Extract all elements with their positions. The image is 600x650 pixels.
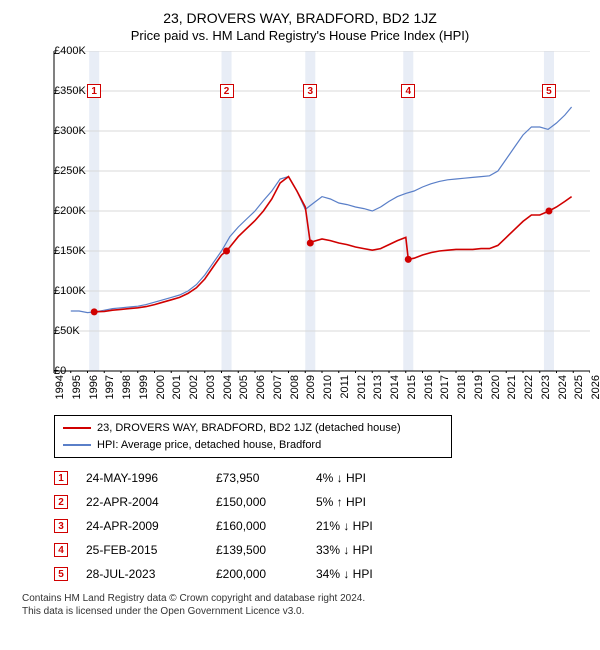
x-tick-label: 2011 bbox=[339, 375, 351, 399]
sales-row: 1 24-MAY-1996£73,9504% ↓ HPI bbox=[54, 466, 590, 490]
chart-marker-box: 5 bbox=[542, 84, 556, 98]
sales-delta: 21% ↓ HPI bbox=[316, 519, 426, 533]
legend-row: 23, DROVERS WAY, BRADFORD, BD2 1JZ (deta… bbox=[63, 420, 443, 437]
legend-row: HPI: Average price, detached house, Brad… bbox=[63, 437, 443, 454]
sales-date: 25-FEB-2015 bbox=[86, 543, 216, 557]
sales-row: 3 24-APR-2009£160,00021% ↓ HPI bbox=[54, 514, 590, 538]
x-tick-label: 1997 bbox=[104, 375, 116, 399]
sales-marker-box: 4 bbox=[54, 543, 68, 557]
page-subtitle: Price paid vs. HM Land Registry's House … bbox=[10, 28, 590, 43]
footer-line-2: This data is licensed under the Open Gov… bbox=[22, 605, 590, 618]
x-tick-label: 2020 bbox=[490, 375, 502, 399]
x-tick-label: 2017 bbox=[439, 375, 451, 399]
chart-area: £0£50K£100K£150K£200K£250K£300K£350K£400… bbox=[10, 51, 590, 411]
chart-marker-box: 2 bbox=[220, 84, 234, 98]
sales-date: 28-JUL-2023 bbox=[86, 567, 216, 581]
sales-delta: 33% ↓ HPI bbox=[316, 543, 426, 557]
footer-line-1: Contains HM Land Registry data © Crown c… bbox=[22, 592, 590, 605]
legend-label: HPI: Average price, detached house, Brad… bbox=[97, 437, 321, 454]
chart-marker-box: 3 bbox=[303, 84, 317, 98]
x-tick-label: 1996 bbox=[88, 375, 100, 399]
sales-row: 2 22-APR-2004£150,0005% ↑ HPI bbox=[54, 490, 590, 514]
x-tick-label: 2005 bbox=[238, 375, 250, 399]
x-tick-label: 2006 bbox=[255, 375, 267, 399]
page-title: 23, DROVERS WAY, BRADFORD, BD2 1JZ bbox=[10, 10, 590, 26]
sales-date: 22-APR-2004 bbox=[86, 495, 216, 509]
sales-marker-box: 2 bbox=[54, 495, 68, 509]
x-tick-label: 1995 bbox=[71, 375, 83, 399]
x-tick-label: 2002 bbox=[188, 375, 200, 399]
sales-delta: 4% ↓ HPI bbox=[316, 471, 426, 485]
x-tick-label: 2014 bbox=[389, 375, 401, 399]
x-tick-label: 1998 bbox=[121, 375, 133, 399]
x-tick-label: 2007 bbox=[272, 375, 284, 399]
sales-row: 4 25-FEB-2015£139,50033% ↓ HPI bbox=[54, 538, 590, 562]
x-tick-label: 2008 bbox=[289, 375, 301, 399]
x-tick-label: 2023 bbox=[540, 375, 552, 399]
legend-swatch bbox=[63, 427, 91, 429]
sales-delta: 5% ↑ HPI bbox=[316, 495, 426, 509]
x-tick-label: 2013 bbox=[372, 375, 384, 399]
x-tick-label: 2000 bbox=[155, 375, 167, 399]
legend-swatch bbox=[63, 444, 91, 446]
x-tick-label: 1994 bbox=[54, 375, 66, 399]
x-tick-label: 2009 bbox=[305, 375, 317, 399]
x-tick-label: 2015 bbox=[406, 375, 418, 399]
sales-marker-box: 5 bbox=[54, 567, 68, 581]
x-tick-label: 2003 bbox=[205, 375, 217, 399]
x-tick-label: 2022 bbox=[523, 375, 535, 399]
x-tick-label: 2016 bbox=[423, 375, 435, 399]
chart-marker-box: 1 bbox=[87, 84, 101, 98]
legend-box: 23, DROVERS WAY, BRADFORD, BD2 1JZ (deta… bbox=[54, 415, 452, 458]
x-tick-label: 2012 bbox=[356, 375, 368, 399]
x-tick-label: 2004 bbox=[222, 375, 234, 399]
sales-marker-box: 3 bbox=[54, 519, 68, 533]
sales-delta: 34% ↓ HPI bbox=[316, 567, 426, 581]
x-tick-label: 2019 bbox=[473, 375, 485, 399]
sales-row: 5 28-JUL-2023£200,00034% ↓ HPI bbox=[54, 562, 590, 586]
x-tick-label: 2018 bbox=[456, 375, 468, 399]
figure-root: 23, DROVERS WAY, BRADFORD, BD2 1JZ Price… bbox=[0, 0, 600, 650]
x-tick-label: 2025 bbox=[573, 375, 585, 399]
legend-label: 23, DROVERS WAY, BRADFORD, BD2 1JZ (deta… bbox=[97, 420, 401, 437]
chart-svg bbox=[10, 51, 590, 373]
x-tick-label: 2021 bbox=[506, 375, 518, 399]
sales-date: 24-MAY-1996 bbox=[86, 471, 216, 485]
x-tick-label: 2010 bbox=[322, 375, 334, 399]
sales-price: £139,500 bbox=[216, 543, 316, 557]
x-tick-label: 2024 bbox=[557, 375, 569, 399]
sales-price: £150,000 bbox=[216, 495, 316, 509]
x-tick-label: 1999 bbox=[138, 375, 150, 399]
x-tick-label: 2001 bbox=[171, 375, 183, 399]
sales-date: 24-APR-2009 bbox=[86, 519, 216, 533]
sales-table: 124-MAY-1996£73,9504% ↓ HPI222-APR-2004£… bbox=[54, 466, 590, 586]
footer-attribution: Contains HM Land Registry data © Crown c… bbox=[22, 592, 590, 618]
sales-price: £200,000 bbox=[216, 567, 316, 581]
sales-marker-box: 1 bbox=[54, 471, 68, 485]
x-tick-label: 2026 bbox=[590, 375, 600, 399]
chart-marker-box: 4 bbox=[401, 84, 415, 98]
sales-price: £73,950 bbox=[216, 471, 316, 485]
sales-price: £160,000 bbox=[216, 519, 316, 533]
